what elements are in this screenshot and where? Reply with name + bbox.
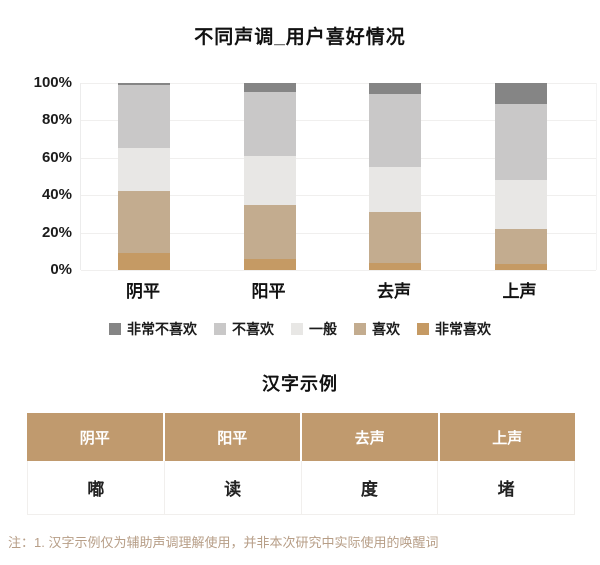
bar-segment-非常不喜欢 bbox=[243, 83, 296, 93]
gridline bbox=[81, 157, 596, 159]
bar-segment-喜欢 bbox=[243, 204, 296, 259]
x-label-阳平: 阳平 bbox=[251, 282, 286, 301]
bar-segment-一般 bbox=[369, 167, 421, 213]
legend-label: 一般 bbox=[309, 321, 337, 337]
legend-swatch-icon bbox=[109, 323, 121, 335]
gridline bbox=[81, 83, 596, 84]
bar-segment-非常不喜欢 bbox=[494, 83, 547, 104]
bar-segment-一般 bbox=[118, 148, 170, 192]
legend-label: 不喜欢 bbox=[232, 321, 274, 337]
bar-segment-一般 bbox=[243, 155, 296, 205]
legend-swatch-icon bbox=[417, 323, 429, 335]
gridline bbox=[81, 120, 596, 122]
bar-segment-喜欢 bbox=[494, 228, 547, 265]
table-header-cell-阴平: 阴平 bbox=[27, 413, 165, 461]
table-cell: 嘟 bbox=[27, 461, 165, 515]
legend-item-不喜欢: 不喜欢 bbox=[214, 319, 274, 339]
legend-swatch-icon bbox=[354, 323, 366, 335]
table-header-cell-上声: 上声 bbox=[439, 413, 575, 461]
x-label-阴平: 阴平 bbox=[126, 282, 160, 301]
bar-segment-非常不喜欢 bbox=[118, 83, 170, 85]
bar-segment-喜欢 bbox=[369, 212, 421, 263]
legend-swatch-icon bbox=[214, 323, 226, 335]
table-cell: 度 bbox=[301, 461, 439, 515]
bar-segment-非常喜欢 bbox=[494, 264, 547, 270]
gridline bbox=[81, 232, 596, 234]
legend-item-非常喜欢: 非常喜欢 bbox=[417, 319, 491, 339]
table-header-row: 阴平 阳平 去声 上声 bbox=[27, 413, 575, 461]
gridline bbox=[81, 270, 596, 271]
y-tick-label: 60% bbox=[41, 148, 72, 166]
bar-segment-非常喜欢 bbox=[118, 253, 170, 270]
example-table-title: 汉字示例 bbox=[262, 374, 338, 394]
legend-label: 非常不喜欢 bbox=[127, 321, 197, 337]
chart-legend: 非常不喜欢 不喜欢 一般 喜欢 非常喜欢 bbox=[0, 319, 600, 339]
bar-segment-一般 bbox=[494, 180, 547, 229]
y-tick-label: 20% bbox=[41, 223, 72, 241]
y-tick-label: 40% bbox=[41, 186, 72, 204]
y-tick-label: 80% bbox=[41, 111, 72, 129]
example-table: 阴平 阳平 去声 上声嘟读度堵 bbox=[27, 413, 575, 515]
bar-上声 bbox=[494, 83, 547, 270]
legend-item-一般: 一般 bbox=[291, 319, 337, 339]
table-row: 嘟读度堵 bbox=[27, 461, 575, 515]
bar-segment-非常喜欢 bbox=[243, 258, 296, 270]
legend-label: 非常喜欢 bbox=[435, 321, 491, 337]
chart-title: 不同声调_用户喜好情况 bbox=[194, 27, 406, 48]
legend-item-喜欢: 喜欢 bbox=[354, 319, 400, 339]
bar-segment-不喜欢 bbox=[118, 84, 170, 149]
bar-segment-非常不喜欢 bbox=[369, 83, 421, 95]
table-cell: 堵 bbox=[438, 461, 575, 515]
legend-label: 喜欢 bbox=[372, 321, 400, 337]
table-header-cell-阳平: 阳平 bbox=[164, 413, 302, 461]
x-label-上声: 上声 bbox=[502, 282, 537, 301]
bar-segment-不喜欢 bbox=[243, 92, 296, 156]
bar-segment-喜欢 bbox=[118, 191, 170, 254]
table-header-cell-去声: 去声 bbox=[302, 413, 440, 461]
bar-去声 bbox=[369, 83, 421, 270]
y-tick-label: 0% bbox=[50, 261, 72, 278]
legend-swatch-icon bbox=[291, 323, 303, 335]
legend-item-非常不喜欢: 非常不喜欢 bbox=[109, 319, 197, 339]
bar-segment-非常喜欢 bbox=[369, 262, 421, 270]
table-cell: 读 bbox=[164, 461, 302, 515]
bar-segment-不喜欢 bbox=[369, 94, 421, 168]
y-tick-label: 100% bbox=[33, 74, 72, 91]
gridline bbox=[81, 195, 596, 197]
plot-area bbox=[80, 83, 597, 271]
bar-阳平 bbox=[243, 83, 296, 270]
bar-segment-不喜欢 bbox=[494, 103, 547, 181]
x-label-去声: 去声 bbox=[377, 282, 411, 301]
bar-阴平 bbox=[118, 83, 170, 270]
footnote-text: 注：1. 汉字示例仅为辅助声调理解使用，并非本次研究中实际使用的唤醒词 bbox=[8, 535, 439, 550]
